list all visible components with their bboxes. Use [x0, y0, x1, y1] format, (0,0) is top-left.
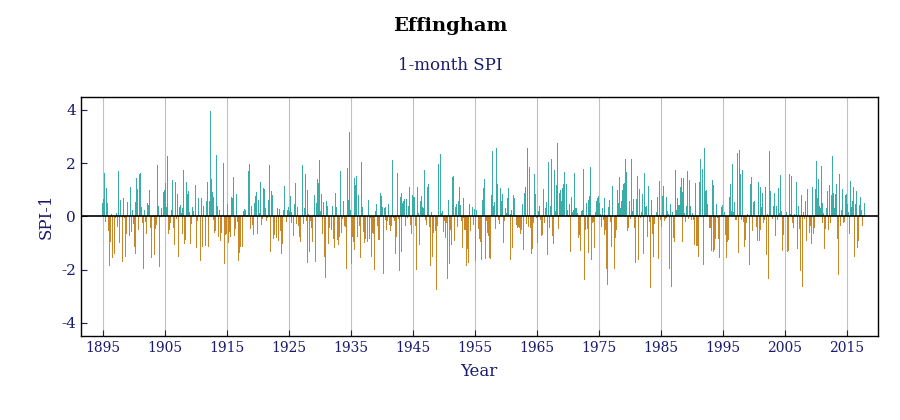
Text: Effingham: Effingham	[392, 17, 508, 35]
X-axis label: Year: Year	[461, 363, 498, 380]
Y-axis label: SPI-1: SPI-1	[37, 194, 54, 239]
Text: 1-month SPI: 1-month SPI	[398, 57, 502, 74]
